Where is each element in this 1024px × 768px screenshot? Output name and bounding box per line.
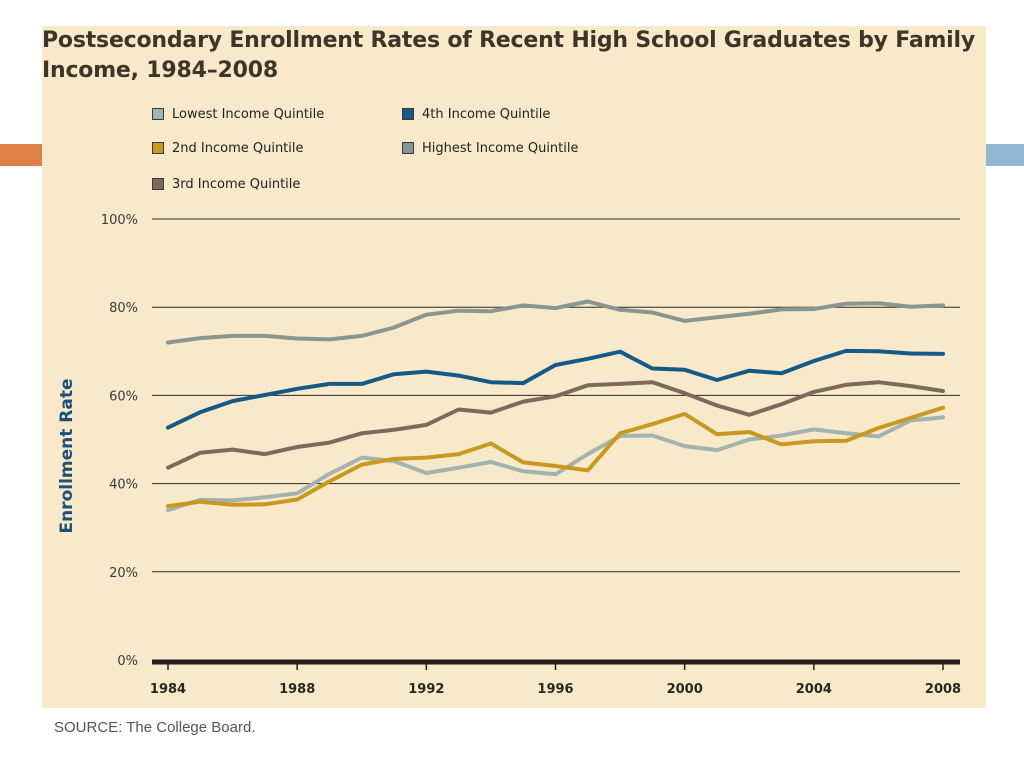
legend-item-2nd: 2nd Income Quintile: [152, 138, 304, 158]
chart-title: Postsecondary Enrollment Rates of Recent…: [42, 28, 976, 83]
x-tick-label-1996: 1996: [537, 682, 573, 697]
legend-item-3rd: 3rd Income Quintile: [152, 174, 300, 194]
legend-label-lowest: Lowest Income Quintile: [172, 106, 325, 122]
y-tick-label-0: 0%: [117, 654, 138, 669]
legend-item-lowest: Lowest Income Quintile: [152, 104, 324, 124]
left-accent-bar: [0, 144, 44, 166]
x-tick-label-2004: 2004: [796, 682, 832, 697]
legend-item-highest: Highest Income Quintile: [402, 138, 579, 158]
series-line-highest-income-quintile: [166, 299, 945, 345]
legend-label-4th: 4th Income Quintile: [422, 106, 551, 122]
legend-swatch-lowest: [152, 108, 164, 120]
y-tick-label-100: 100%: [101, 213, 138, 228]
y-tick-label-40: 40%: [109, 478, 138, 493]
right-accent-bar: [986, 144, 1024, 166]
x-tick-label-2000: 2000: [667, 682, 703, 697]
x-tick-label-1992: 1992: [408, 682, 444, 697]
y-tick-label-60: 60%: [109, 389, 138, 404]
legend-item-4th: 4th Income Quintile: [402, 104, 550, 124]
series-line-2nd-income-quintile: [166, 405, 945, 509]
x-tick-label-1988: 1988: [279, 682, 315, 697]
legend-swatch-3rd: [152, 178, 164, 190]
x-tick-label-2008: 2008: [925, 682, 961, 697]
chart-panel: Postsecondary Enrollment Rates of Recent…: [42, 26, 986, 708]
source-note: SOURCE: The College Board.: [54, 719, 256, 736]
x-tick-label-1984: 1984: [150, 682, 186, 697]
series-line-3rd-income-quintile: [166, 380, 945, 470]
series-line-lowest-income-quintile: [166, 415, 945, 513]
legend-label-3rd: 3rd Income Quintile: [172, 176, 301, 192]
legend-swatch-4th: [402, 108, 414, 120]
legend-swatch-highest: [402, 142, 414, 154]
legend-label-highest: Highest Income Quintile: [422, 140, 579, 156]
y-tick-label-80: 80%: [109, 301, 138, 316]
legend-swatch-2nd: [152, 142, 164, 154]
y-tick-label-20: 20%: [109, 566, 138, 581]
legend: Lowest Income Quintile 2nd Income Quinti…: [152, 104, 652, 194]
legend-label-2nd: 2nd Income Quintile: [172, 140, 304, 156]
series-line-4th-income-quintile: [166, 348, 945, 430]
